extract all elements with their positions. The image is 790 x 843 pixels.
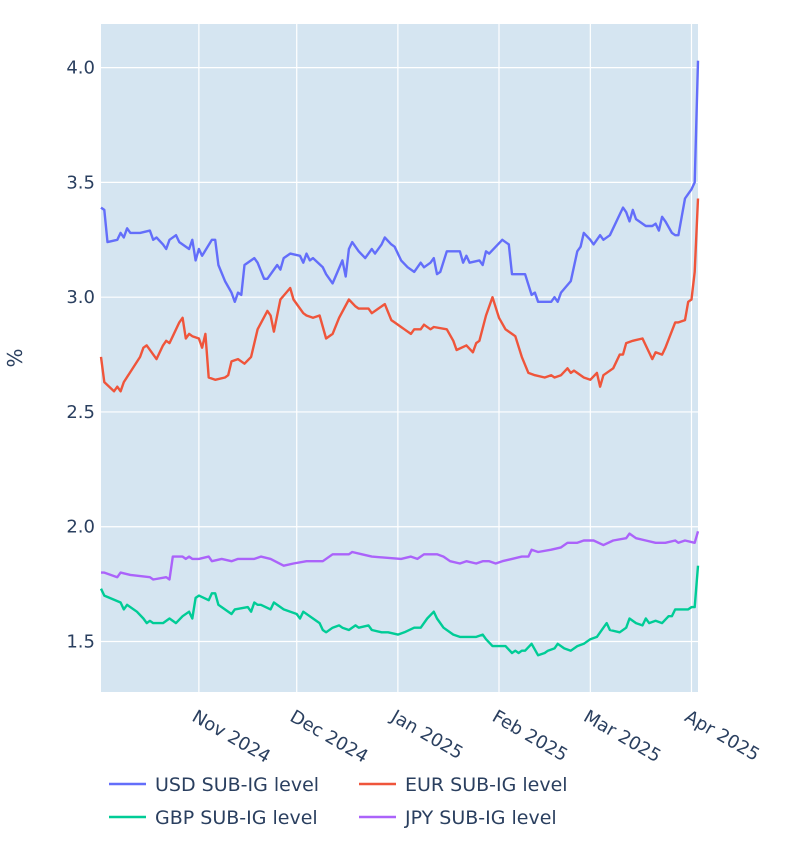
y-tick-label: 2.5 <box>66 402 95 423</box>
y-tick-label: 3.0 <box>66 287 95 308</box>
series-line-gbp <box>99 565 700 657</box>
legend-label: USD SUB-IG level <box>155 774 319 796</box>
y-tick-label: 3.5 <box>66 172 95 193</box>
x-axis: Nov 2024 Dec 2024 Jan 2025 Feb 2025 Mar 2025… <box>188 706 763 768</box>
x-tick-label: Jan 2025 <box>387 706 467 764</box>
x-tick-label: Apr 2025 <box>681 706 763 766</box>
y-axis: 1.5 2.0 2.5 3.0 3.5 4.0 <box>66 58 95 653</box>
series-lines <box>99 60 700 657</box>
y-axis-title: % <box>3 348 27 367</box>
series-line-jpy <box>101 530 700 581</box>
y-tick-label: 1.5 <box>66 631 95 652</box>
legend-label: GBP SUB-IG level <box>155 807 318 829</box>
legend: USD SUB-IG level EUR SUB-IG level GBP SUB-… <box>109 774 568 829</box>
y-tick-label: 4.0 <box>66 58 95 79</box>
legend-label: EUR SUB-IG level <box>405 774 568 796</box>
plot-area <box>101 24 698 692</box>
legend-label: JPY SUB-IG level <box>404 807 557 829</box>
y-tick-label: 2.0 <box>66 517 95 538</box>
grid <box>101 24 698 692</box>
x-tick-label: Nov 2024 <box>188 706 274 768</box>
series-line-eur <box>99 198 700 393</box>
series-line-usd <box>100 60 700 303</box>
x-tick-label: Dec 2024 <box>286 706 371 767</box>
x-tick-label: Feb 2025 <box>489 706 572 766</box>
x-tick-label: Mar 2025 <box>580 706 665 767</box>
